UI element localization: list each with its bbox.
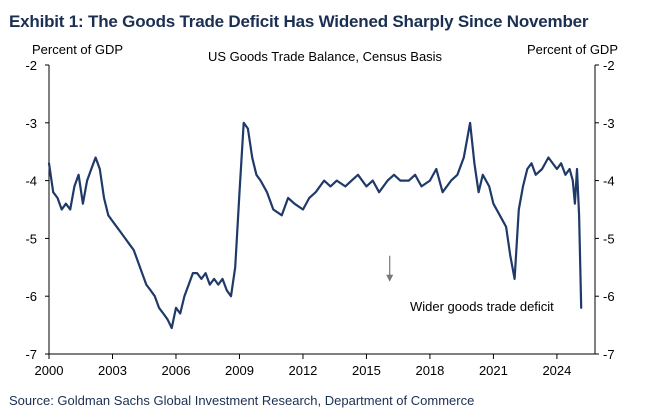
y-tick-label-right: -2	[603, 58, 615, 73]
y-tick-label-left: -3	[25, 116, 37, 131]
exhibit-title: Exhibit 1: The Goods Trade Deficit Has W…	[9, 12, 589, 31]
series-line-0	[47, 121, 583, 330]
y-axis-label-right: Percent of GDP	[527, 42, 618, 57]
y-tick-label-left: -5	[25, 231, 37, 246]
x-tick-label: 2012	[288, 363, 317, 378]
series-layer	[47, 121, 583, 330]
y-tick-label-left: -2	[25, 58, 37, 73]
y-tick-label-right: -5	[603, 231, 615, 246]
x-tick-label: 2024	[542, 363, 571, 378]
x-tick-label: 2000	[35, 363, 64, 378]
y-tick-label-right: -4	[603, 174, 615, 189]
source-note: Source: Goldman Sachs Global Investment …	[9, 393, 475, 408]
y-tick-label-right: -7	[603, 347, 615, 362]
y-axis-label-left: Percent of GDP	[32, 42, 123, 57]
y-tick-label-right: -6	[603, 289, 615, 304]
x-tick-label: 2021	[479, 363, 508, 378]
y-tick-label-left: -7	[25, 347, 37, 362]
y-tick-label-right: -3	[603, 116, 615, 131]
annotation-arrow-head	[386, 274, 394, 282]
y-tick-label-left: -6	[25, 289, 37, 304]
annotation-text: Wider goods trade deficit	[410, 299, 554, 314]
annotation: Wider goods trade deficit	[386, 255, 554, 314]
chart-title: US Goods Trade Balance, Census Basis	[208, 49, 443, 64]
axes: 2000 2003 2006 2009 2012 2015 2018 2021 2024 -2 -2…	[25, 58, 614, 378]
y-tick-label-left: -4	[25, 174, 37, 189]
x-tick-label: 2006	[162, 363, 191, 378]
x-tick-label: 2015	[352, 363, 381, 378]
x-tick-label: 2003	[98, 363, 127, 378]
x-tick-label: 2018	[415, 363, 444, 378]
x-tick-label: 2009	[225, 363, 254, 378]
